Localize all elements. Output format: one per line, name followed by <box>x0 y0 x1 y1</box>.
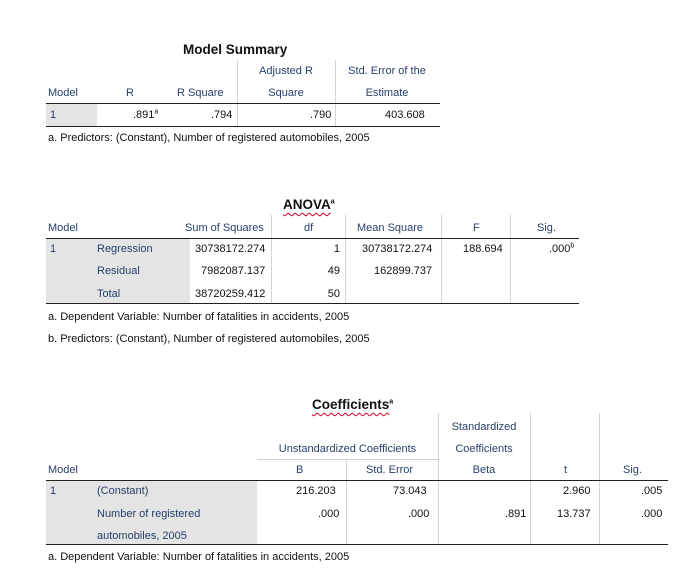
coefficients-title: Coefficientsa <box>312 397 394 412</box>
bottom-rule <box>46 303 579 304</box>
col-header-se-2: Estimate <box>365 87 409 99</box>
cell-ss: 30738172.274 <box>195 243 266 255</box>
model-summary-footnote: a. Predictors: (Constant), Number of reg… <box>48 132 370 144</box>
col-header-f: F <box>473 222 480 234</box>
col-header-model: Model <box>48 222 78 234</box>
row-model-number: 1 <box>50 243 57 255</box>
divider <box>345 215 346 303</box>
divider <box>346 460 347 544</box>
cell-adj-r-square: .790 <box>310 109 332 121</box>
col-header-model: Model <box>48 464 78 476</box>
header-rule <box>46 103 440 104</box>
divider <box>237 60 238 126</box>
divider <box>438 413 439 544</box>
cell-ss: 38720259.412 <box>195 288 266 300</box>
model-summary-title: Model Summary <box>183 42 288 57</box>
cell-f: 188.694 <box>463 243 503 255</box>
col-header-model: Model <box>48 87 78 99</box>
bottom-rule <box>46 544 668 545</box>
col-header-beta: Beta <box>472 464 496 476</box>
cell-se: 73.043 <box>393 485 427 497</box>
divider <box>510 215 511 303</box>
anova-footnote-a: a. Dependent Variable: Number of fatalit… <box>48 311 350 323</box>
col-header-r-square: R Square <box>177 87 224 99</box>
row-label-constant: (Constant) <box>97 485 149 497</box>
cell-r: .891a <box>133 108 159 121</box>
row-model-number: 1 <box>50 109 57 121</box>
col-header-sig: Sig. <box>623 464 642 476</box>
col-header-sum-of-squares: Sum of Squares <box>185 222 264 234</box>
col-header-adj-r-1: Adjusted R <box>259 65 313 77</box>
cell-sig: .000 <box>641 508 663 520</box>
divider <box>271 215 272 303</box>
row-label-automobiles: Number of registered <box>97 508 201 520</box>
col-header-std-error: Std. Error <box>366 464 414 476</box>
cell-sig: .000b <box>549 242 575 255</box>
cell-t: 13.737 <box>557 508 591 520</box>
cell-t: 2.960 <box>563 485 591 497</box>
anova-title: ANOVAa <box>283 197 335 212</box>
cell-df: 50 <box>327 288 340 300</box>
row-label-shade <box>46 481 257 544</box>
anova-footnote-b: b. Predictors: (Constant), Number of reg… <box>48 333 370 345</box>
col-header-adj-r-2: Square <box>268 87 304 99</box>
col-header-se-1: Std. Error of the <box>348 65 426 77</box>
cell-se: .000 <box>408 508 430 520</box>
cell-ss: 7982087.137 <box>201 265 266 277</box>
divider <box>441 215 442 303</box>
cell-r-square: .794 <box>211 109 233 121</box>
row-label-residual: Residual <box>97 265 140 277</box>
row-label-automobiles-line2: automobiles, 2005 <box>97 530 187 542</box>
cell-b: .000 <box>318 508 340 520</box>
col-header-mean-square: Mean Square <box>357 222 424 234</box>
cell-sig: .005 <box>641 485 663 497</box>
cell-beta: .891 <box>505 508 527 520</box>
coefficients-footnote: a. Dependent Variable: Number of fatalit… <box>48 551 350 563</box>
cell-b: 216.203 <box>296 485 336 497</box>
cell-df: 1 <box>333 243 340 255</box>
col-header-standardized-1: Standardized <box>451 421 517 433</box>
cell-ms: 30738172.274 <box>362 243 433 255</box>
divider <box>530 413 531 544</box>
row-label-total: Total <box>97 288 121 300</box>
cell-df: 49 <box>327 265 340 277</box>
col-header-r: R <box>126 87 134 99</box>
bottom-rule <box>46 126 440 127</box>
cell-ms: 162899.737 <box>374 265 433 277</box>
cell-std-error: 403.608 <box>385 109 425 121</box>
col-header-unstandardized: Unstandardized Coefficients <box>278 443 417 455</box>
row-label-shade <box>46 104 97 126</box>
col-header-t: t <box>564 464 568 476</box>
divider <box>599 413 600 544</box>
col-header-standardized-2: Coefficients <box>455 443 513 455</box>
row-model-number: 1 <box>50 485 57 497</box>
row-label-regression: Regression <box>97 243 153 255</box>
col-header-b: B <box>296 464 304 476</box>
header-rule <box>46 480 668 481</box>
col-header-sig: Sig. <box>537 222 556 234</box>
header-rule <box>46 238 579 239</box>
group-rule <box>257 459 438 460</box>
divider <box>335 60 336 126</box>
col-header-df: df <box>304 222 314 234</box>
row-label-shade <box>46 239 190 303</box>
